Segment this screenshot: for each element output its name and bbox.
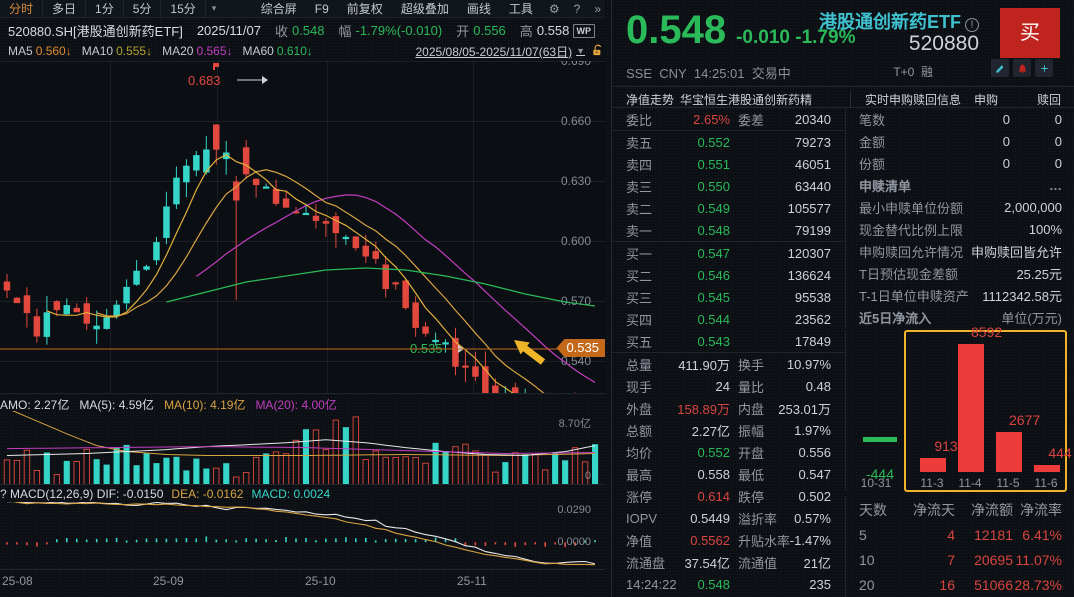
svg-text:0.683: 0.683 bbox=[188, 73, 221, 88]
